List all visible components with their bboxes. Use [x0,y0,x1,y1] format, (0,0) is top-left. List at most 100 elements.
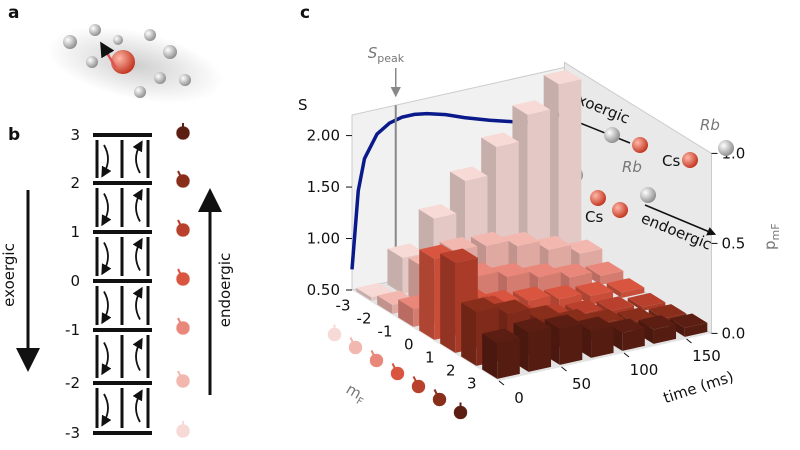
transition [101,393,112,427]
bar-top [544,284,582,300]
arrow-label: exoergic [0,243,18,307]
transition [132,389,143,423]
s-curve [350,111,540,270]
bar-top [544,314,583,329]
atom [682,152,698,168]
bar-top [648,304,687,319]
wall-text: Cs [662,152,680,170]
level-diagram: 3 2 1 0 -1 -2 -3 [65,123,191,442]
bar-side [642,302,666,311]
bar-top [461,297,499,312]
atom [590,190,606,206]
atom [718,140,734,156]
bar-top [512,286,551,301]
mf-axis-label: mF [342,380,370,408]
bar-top [470,231,509,247]
bar-side [461,302,477,366]
mf-tick-label: -2 [357,310,372,328]
spin-arrow [177,219,184,231]
bar-top [638,315,677,330]
bar-side [638,320,654,344]
transition [101,242,112,276]
time-tick-label: 50 [572,375,591,393]
level-label: -1 [65,321,80,339]
bar-side [387,248,403,294]
plot-3d: 0.501.001.502.00SSpeak0.00.51.0pmFexoerg… [298,44,782,420]
bar-side [419,249,435,340]
bar-top [418,204,457,219]
spin-arrow [177,370,184,382]
wall-text: Rb [622,158,642,176]
s-tick-label: 1.00 [307,230,340,248]
atom [632,137,648,153]
transition [101,342,112,376]
bar-top [606,278,645,293]
bar-top [513,317,552,333]
spin-arrow [349,337,357,348]
peak-label-sub: peak [377,52,404,65]
atom [612,202,628,218]
level-label: 1 [70,223,80,241]
bar-side [600,270,624,285]
bar-top [564,239,603,254]
bar-top [523,305,562,320]
time-tick-label: 0 [514,389,524,407]
transition [132,188,143,222]
bar-top [585,261,624,276]
bar-side [684,322,708,337]
level-label: -2 [65,374,80,392]
mf-tick-label: 2 [446,362,456,380]
time-tick-label: 100 [630,361,659,379]
transition [101,291,112,325]
time-axis-label: time (ms) [661,367,736,407]
bar-top [607,318,645,333]
level-label: 2 [70,174,80,192]
p-tick-label: 0.5 [722,234,746,252]
mf-tick-label: 1 [425,349,435,367]
spin-arrow [391,363,399,374]
bar-top [491,262,530,278]
level-label: 3 [70,126,80,144]
s-tick-label: 1.50 [307,178,340,196]
wall-text: Cs [585,208,603,226]
bar-top [440,248,478,263]
panel-label: b [8,125,20,145]
bar-top [482,328,520,343]
bar-top [533,235,572,251]
panel-label: a [8,3,19,23]
bar-top [523,262,561,278]
bar-side [398,299,414,327]
bar-top [575,316,614,331]
bar-side [590,290,614,305]
bar-side [606,283,622,298]
bar-top [617,307,656,322]
transition [132,286,143,320]
bar-side [627,297,643,311]
bar-top [669,313,708,328]
time-tick [561,366,567,372]
atom [640,187,656,203]
bar-top [543,69,582,85]
bar-top [596,296,635,311]
transition [132,140,143,174]
peak-label-main: S [368,44,378,62]
bar-top [575,281,614,296]
level-label: 0 [70,272,80,290]
spin-arrow [177,268,184,280]
s-tick-label: 0.50 [307,281,340,299]
bar-side [356,287,372,301]
bar-side [622,327,645,351]
time-tick [623,352,630,358]
arrow-label: endoergic [216,253,234,328]
mf-tick-label: -1 [378,323,393,341]
bar-side [653,324,677,344]
panel-label: c [300,3,310,23]
spin-arrow [177,317,184,329]
bar-side [440,253,456,353]
spin-arrow [370,350,378,361]
wall-text: Rb [700,116,720,134]
bar-top [512,100,551,115]
bar-side [377,295,393,314]
atom-cloud [46,24,224,104]
atom [604,127,620,143]
